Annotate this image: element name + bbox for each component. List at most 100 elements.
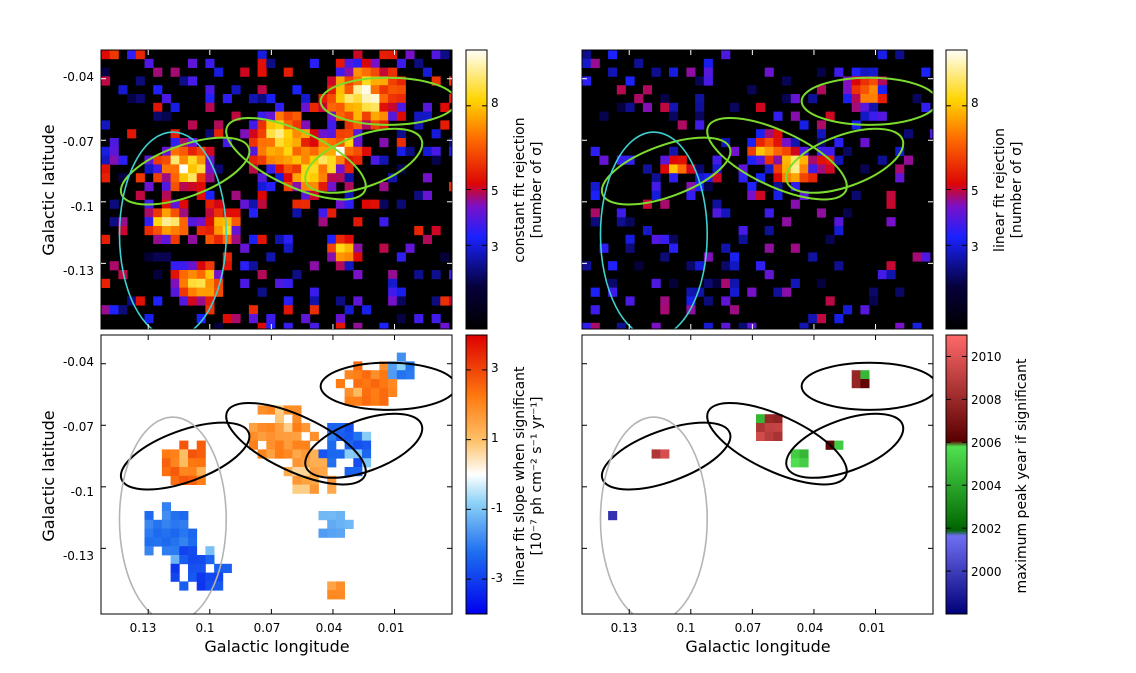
heatmap-cell xyxy=(729,146,739,156)
heatmap-cell xyxy=(240,261,250,271)
heatmap-cell xyxy=(590,305,600,315)
heatmap-cell xyxy=(144,511,154,521)
heatmap-cell xyxy=(196,146,206,156)
heatmap-cell xyxy=(782,94,792,104)
heatmap-cell xyxy=(309,322,319,329)
heatmap-cell xyxy=(362,305,372,315)
heatmap-cell xyxy=(170,467,180,477)
heatmap-cell xyxy=(275,423,285,433)
heatmap-cell xyxy=(756,261,766,271)
heatmap-cell xyxy=(816,278,826,288)
heatmap-cell xyxy=(344,431,354,441)
heatmap-cell xyxy=(179,458,189,468)
heatmap-cell xyxy=(396,146,406,156)
heatmap-cell xyxy=(283,296,293,306)
heatmap-cell xyxy=(388,370,398,380)
heatmap-cell xyxy=(301,475,311,485)
heatmap-cell xyxy=(651,173,661,183)
heatmap-cell xyxy=(275,129,285,139)
heatmap-cell xyxy=(834,138,844,148)
heatmap-cell xyxy=(170,155,180,165)
heatmap-cell xyxy=(196,287,206,297)
heatmap-cell xyxy=(109,305,119,315)
heatmap-cell xyxy=(170,173,180,183)
heatmap-cell xyxy=(344,387,354,397)
heatmap-cell xyxy=(703,67,713,77)
heatmap-cell xyxy=(660,252,670,262)
heatmap-cell xyxy=(153,226,163,236)
heatmap-cell xyxy=(222,208,232,218)
heatmap-cell xyxy=(353,102,363,112)
heatmap-cell xyxy=(275,278,285,288)
heatmap-cell xyxy=(738,164,748,174)
ytick-label-bl-1: -0.04 xyxy=(63,355,94,369)
heatmap-cell xyxy=(379,322,389,329)
region-ellipse xyxy=(600,136,732,206)
heatmap-cell xyxy=(816,120,826,130)
heatmap-cell xyxy=(695,76,705,86)
heatmap-cell xyxy=(188,572,198,582)
heatmap-cell xyxy=(292,475,302,485)
heatmap-cell xyxy=(790,182,800,192)
cbar-br-tick-6: 2000 xyxy=(971,565,1002,579)
heatmap-cell xyxy=(660,94,670,104)
heatmap-cell xyxy=(379,379,389,389)
heatmap-cell xyxy=(248,314,258,324)
heatmap-cell xyxy=(283,164,293,174)
heatmap-cell xyxy=(449,76,452,86)
heatmap-cell xyxy=(660,234,670,244)
heatmap-cell xyxy=(275,111,285,121)
heatmap-cell xyxy=(283,129,293,139)
heatmap-cell xyxy=(222,217,232,227)
heatmap-cell xyxy=(179,440,189,450)
heatmap-cell xyxy=(782,146,792,156)
heatmap-cell xyxy=(790,449,800,459)
heatmap-cell xyxy=(170,234,180,244)
heatmap-cell xyxy=(222,226,232,236)
heatmap-cell xyxy=(179,475,189,485)
heatmap-cell xyxy=(257,111,267,121)
heatmap-cell xyxy=(660,305,670,315)
heatmap-cell xyxy=(327,449,337,459)
heatmap-cell xyxy=(686,164,696,174)
heatmap-cell xyxy=(677,120,687,130)
heatmap-cell xyxy=(188,449,198,459)
heatmap-cell xyxy=(396,85,406,95)
heatmap-cell xyxy=(214,322,224,329)
heatmap-cell xyxy=(405,146,415,156)
heatmap-cell xyxy=(625,76,635,86)
heatmap-cell xyxy=(590,146,600,156)
heatmap-cell xyxy=(344,305,354,315)
heatmap-cell xyxy=(248,120,258,130)
heatmap-cell xyxy=(275,155,285,165)
cbar-bl-label-2: [10⁻⁷ ph cm⁻² s⁻¹ yr⁻¹] xyxy=(529,397,545,556)
heatmap-cell xyxy=(903,129,913,139)
heatmap-cell xyxy=(362,370,372,380)
heatmap-cell xyxy=(388,173,398,183)
heatmap-cell xyxy=(170,511,180,521)
heatmap-cell xyxy=(214,217,224,227)
heatmap-cell xyxy=(353,370,363,380)
heatmap-cell xyxy=(144,519,154,529)
cbar-tl-tick-1: 8 xyxy=(491,96,499,110)
region-ellipse xyxy=(119,136,251,206)
heatmap-cell xyxy=(353,111,363,121)
heatmap-cell xyxy=(816,164,826,174)
ytick-label-bl-2: -0.07 xyxy=(63,420,94,434)
heatmap-cell xyxy=(257,423,267,433)
heatmap-cell xyxy=(257,155,267,165)
heatmap-cell xyxy=(144,537,154,547)
heatmap-cell xyxy=(335,67,345,77)
heatmap-cell xyxy=(188,546,198,556)
heatmap-cell xyxy=(851,102,861,112)
panel-bottom-right-frame xyxy=(581,334,934,615)
heatmap-cell xyxy=(344,85,354,95)
heatmap-cell xyxy=(669,146,679,156)
heatmap-cell xyxy=(886,261,896,271)
heatmap-cell xyxy=(388,111,398,121)
heatmap-cell xyxy=(353,440,363,450)
heatmap-cell xyxy=(344,58,354,68)
heatmap-cell xyxy=(301,155,311,165)
region-ellipse xyxy=(599,416,708,614)
